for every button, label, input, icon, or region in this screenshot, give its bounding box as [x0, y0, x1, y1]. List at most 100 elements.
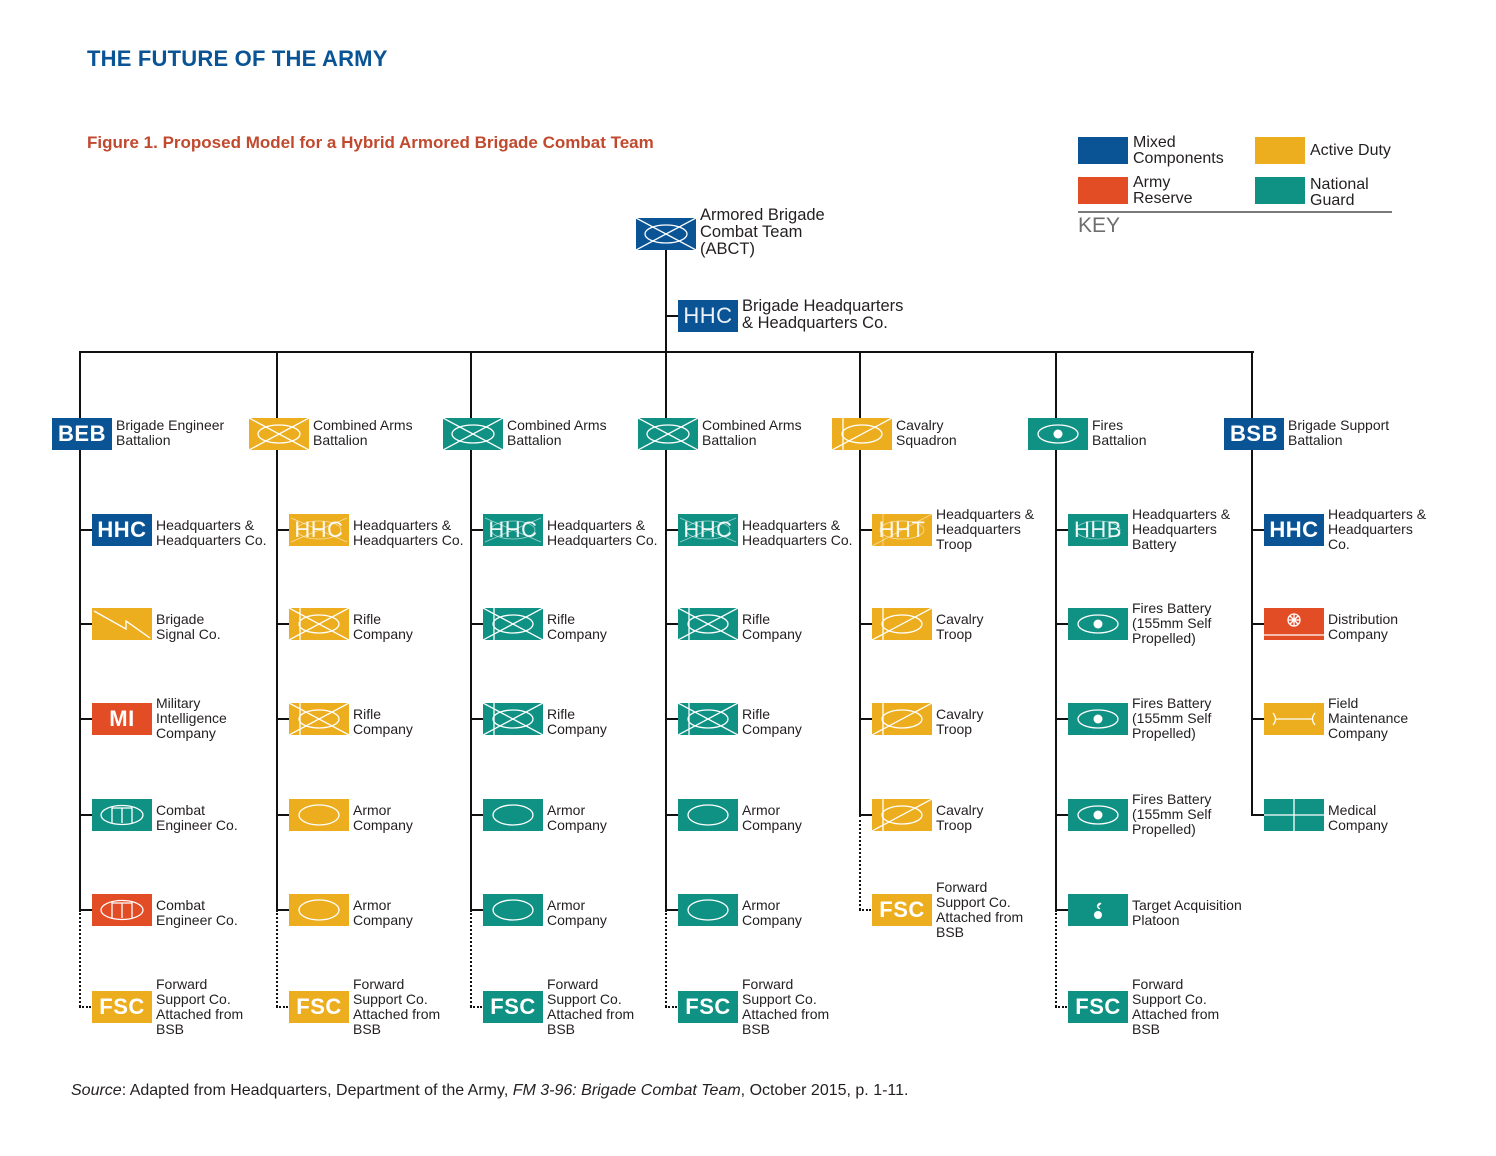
battalion-7-unit-4-label: Medical Company [1328, 802, 1388, 833]
battalion-2-unit-2-connector [277, 623, 289, 625]
combined-arms-icon [443, 418, 503, 450]
medical-icon [1264, 799, 1324, 831]
battalion-7-drop [1251, 351, 1253, 419]
battalion-3-unit-2-connector [471, 623, 483, 625]
battalion-5-unit-2-label: Cavalry Troop [936, 611, 984, 642]
battalion-4-unit-2-symbol [678, 608, 738, 640]
battalion-5-unit-2-connector [860, 623, 872, 625]
legend-swatch-reserve [1078, 177, 1128, 204]
battalion-7-unit-4-symbol [1264, 799, 1324, 831]
battalion-3-unit-6-dotted-connector [470, 910, 472, 1007]
battalion-4-spine [665, 450, 667, 911]
battalion-6-unit-4-symbol [1068, 799, 1128, 831]
battalion-2-unit-6-dotted-connector [276, 910, 278, 1007]
engineer-icon [100, 804, 144, 826]
source-text-1: : Adapted from Headquarters, Department … [121, 1082, 513, 1099]
battalion-4-unit-1-symbol: HHC [678, 514, 738, 546]
battalion-2-unit-3-connector [277, 718, 289, 720]
armor-icon [687, 804, 729, 826]
engineer-icon [100, 899, 144, 921]
battalion-2-unit-6-abbr: FSC [296, 994, 342, 1019]
battalion-5-unit-3-connector [860, 718, 872, 720]
battalion-3-unit-5-connector [471, 909, 483, 911]
battalion-1-unit-5-connector [80, 909, 92, 911]
battalion-2-unit-6-label: Forward Support Co. Attached from BSB [353, 976, 441, 1037]
battalion-5-unit-4-label: Cavalry Troop [936, 802, 984, 833]
battalion-1-unit-5-symbol [92, 894, 152, 926]
abct-connector [665, 250, 667, 354]
battalion-4-unit-4-symbol [678, 799, 738, 831]
battalion-3-unit-6-dotted-stub [470, 1006, 482, 1008]
battalion-5-unit-4-connector [860, 814, 872, 816]
battalion-1-unit-6-dotted-connector [79, 910, 81, 1007]
battalion-1-spine [79, 450, 81, 911]
cavalry-icon [872, 799, 932, 831]
cavalry-icon [872, 608, 932, 640]
battalion-6-unit-4-label: Fires Battery (155mm Self Propelled) [1132, 791, 1212, 837]
armored-infantry-icon [636, 218, 696, 250]
battalion-4-unit-4-label: Armor Company [742, 802, 802, 833]
battalion-6-unit-5-label: Target Acquisition Platoon [1132, 897, 1242, 928]
battalion-5-unit-4-symbol [872, 799, 932, 831]
battalion-1-unit-6-abbr: FSC [99, 994, 145, 1019]
hhc-combined-icon [679, 517, 737, 543]
battalion-2-unit-1-symbol: HHC [289, 514, 349, 546]
rifle-icon [483, 703, 543, 735]
battalion-2-unit-1-label: Headquarters & Headquarters Co. [353, 517, 464, 548]
legend-label-reserve: Army Reserve [1133, 174, 1193, 207]
battalion-6-unit-3-symbol [1068, 703, 1128, 735]
battalion-1-unit-6-dotted-stub [79, 1006, 91, 1008]
battalion-3-unit-6-abbr: FSC [490, 994, 536, 1019]
battalion-5-unit-5-dotted-connector [859, 815, 861, 910]
battalion-2-unit-2-label: Rifle Company [353, 611, 413, 642]
battalion-5-unit-5-label: Forward Support Co. Attached from BSB [936, 879, 1024, 940]
battalion-6-label: Fires Battalion [1092, 417, 1147, 448]
battalion-7-unit-1-label: Headquarters & Headquarters Co. [1328, 506, 1427, 552]
battalion-7-unit-2-connector [1252, 623, 1264, 625]
battalion-7-symbol: BSB [1224, 418, 1284, 450]
armor-icon [492, 899, 534, 921]
battalion-3-unit-3-symbol [483, 703, 543, 735]
legend-divider [1078, 211, 1392, 213]
battalion-1-unit-1-connector [80, 529, 92, 531]
combined-arms-icon [638, 418, 698, 450]
battalion-3-unit-6-symbol: FSC [483, 991, 543, 1023]
armor-icon [298, 804, 340, 826]
brigade-hhc-label: Brigade Headquarters & Headquarters Co. [742, 297, 904, 332]
battalion-6-unit-4-connector [1056, 814, 1068, 816]
battalion-6-unit-1-abbr: HHB [1074, 517, 1122, 542]
battalion-2-unit-1-abbr: HHC [294, 517, 344, 542]
battalion-7-unit-2-symbol [1264, 608, 1324, 640]
battalion-2-unit-4-connector [277, 814, 289, 816]
battalion-5-unit-1-symbol: HHT [872, 514, 932, 546]
battalion-1-unit-4-label: Combat Engineer Co. [156, 802, 238, 833]
source-note: Source: Adapted from Headquarters, Depar… [71, 1082, 908, 1100]
battalion-4-unit-6-dotted-connector [665, 910, 667, 1007]
battalion-1-unit-4-symbol [92, 799, 152, 831]
battalion-7-unit-3-symbol [1264, 703, 1324, 735]
hhc-combined-icon [290, 517, 348, 543]
fires-icon [1077, 614, 1119, 634]
battalion-1-unit-5-label: Combat Engineer Co. [156, 897, 238, 928]
battalion-6-unit-1-symbol: HHB [1068, 514, 1128, 546]
battalion-3-drop [470, 351, 472, 419]
battalion-1-drop [79, 351, 81, 419]
battalion-4-unit-5-connector [666, 909, 678, 911]
battalion-7-abbr: BSB [1230, 421, 1278, 446]
fires-icon [1077, 709, 1119, 729]
battalion-5-drop [859, 351, 861, 419]
battalion-1-unit-2-symbol [92, 608, 152, 640]
battalion-1-label: Brigade Engineer Battalion [116, 417, 225, 448]
battalion-7-label: Brigade Support Battalion [1288, 417, 1390, 448]
battalion-1-unit-3-symbol: MI [92, 703, 152, 735]
battalion-5-unit-3-label: Cavalry Troop [936, 706, 984, 737]
battalion-3-unit-1-connector [471, 529, 483, 531]
abct-symbol [636, 218, 696, 250]
battalion-1-unit-2-label: Brigade Signal Co. [156, 611, 221, 642]
battalion-7-unit-4-connector [1252, 814, 1264, 816]
battalion-1-unit-3-label: Military Intelligence Company [156, 695, 227, 741]
battalion-1-unit-3-abbr: MI [109, 706, 135, 731]
battalion-4-unit-1-label: Headquarters & Headquarters Co. [742, 517, 853, 548]
battalion-6-unit-1-label: Headquarters & Headquarters Battery [1132, 506, 1231, 552]
brigade-hhc-symbol: HHC [678, 300, 738, 332]
